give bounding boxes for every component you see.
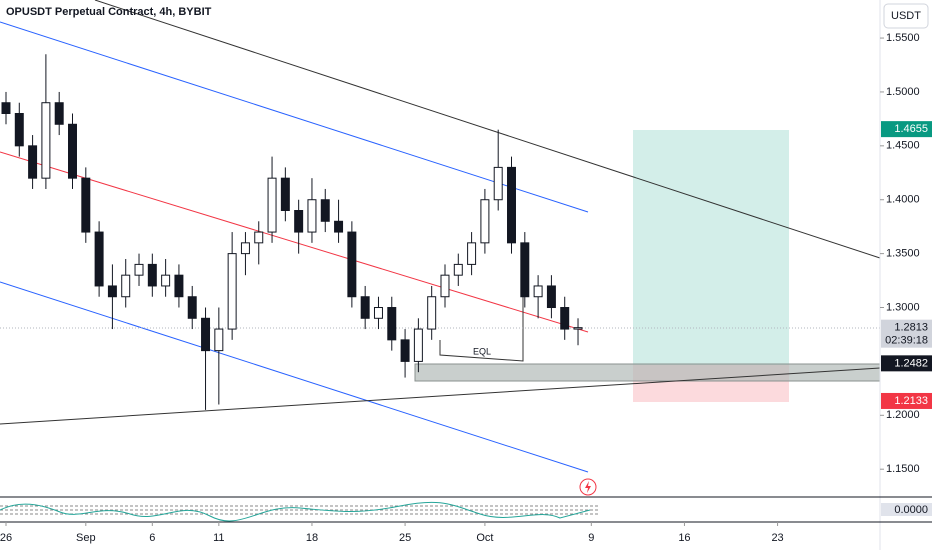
alert-bolt bbox=[585, 481, 591, 493]
candle-body bbox=[440, 274, 450, 298]
channel-lower bbox=[0, 281, 589, 473]
currency-button[interactable] bbox=[883, 3, 929, 29]
candle-body bbox=[387, 307, 397, 341]
candle-body bbox=[41, 102, 51, 179]
candle-body bbox=[320, 199, 330, 222]
candle-body bbox=[68, 123, 77, 179]
price-badge-label: 1.2813 bbox=[894, 322, 928, 334]
candle-body bbox=[520, 242, 530, 298]
candle-body bbox=[54, 102, 64, 125]
candle-body bbox=[427, 296, 437, 330]
candle-body bbox=[94, 231, 104, 287]
x-tick-label: 25 bbox=[399, 532, 411, 544]
candle-body bbox=[573, 327, 583, 330]
candle-body bbox=[413, 328, 423, 362]
y-tick-label: 1.3000 bbox=[886, 301, 920, 313]
trendline bbox=[94, 0, 881, 259]
indicator-value: 0.0000 bbox=[894, 504, 928, 516]
price-badge bbox=[881, 392, 932, 409]
y-tick-label: 1.4500 bbox=[886, 140, 920, 152]
currency-label[interactable]: USDT bbox=[891, 10, 921, 22]
price-badge-label: 1.4655 bbox=[894, 123, 928, 135]
candle-body bbox=[294, 210, 304, 233]
candle-body bbox=[533, 285, 543, 298]
candle-body bbox=[453, 263, 463, 276]
candle-body bbox=[347, 231, 357, 298]
x-tick-label: 26 bbox=[0, 532, 12, 544]
y-tick-label: 1.2000 bbox=[886, 409, 920, 421]
price-badge bbox=[881, 121, 932, 138]
price-badge-label: 1.2482 bbox=[894, 357, 928, 369]
y-tick-label: 1.1500 bbox=[886, 463, 920, 475]
candle-body bbox=[28, 145, 38, 179]
candles bbox=[1, 54, 583, 410]
x-tick-label: Sep bbox=[76, 532, 96, 544]
candle-body bbox=[134, 263, 144, 276]
x-tick-label: 18 bbox=[306, 532, 318, 544]
candle-body bbox=[373, 307, 383, 319]
y-tick-label: 1.5500 bbox=[886, 32, 920, 44]
price-badge-timer: 02:39:18 bbox=[885, 335, 928, 347]
candle-body bbox=[240, 242, 250, 255]
eql-label: EQL bbox=[473, 346, 491, 356]
trendline-support bbox=[0, 367, 881, 425]
candle-body bbox=[161, 274, 171, 287]
candle-body bbox=[493, 166, 503, 201]
y-tick-label: 1.5000 bbox=[886, 86, 920, 98]
candle-body bbox=[121, 274, 131, 298]
x-tick-label: 11 bbox=[213, 532, 224, 544]
chart-title: OPUSDT Perpetual Contract, 4h, BYBIT bbox=[6, 6, 212, 18]
x-tick-label: 6 bbox=[149, 532, 155, 544]
candle-body bbox=[147, 263, 157, 287]
candle-body bbox=[546, 285, 556, 309]
x-tick-label: 9 bbox=[588, 532, 594, 544]
indicator bbox=[0, 501, 600, 522]
profit-zone bbox=[633, 130, 789, 365]
candle-body bbox=[560, 307, 570, 330]
x-tick-label: 16 bbox=[678, 532, 690, 544]
price-badge bbox=[881, 355, 932, 372]
price-badge-label: 1.2133 bbox=[894, 395, 928, 407]
candle-body bbox=[360, 296, 370, 319]
channel-upper bbox=[0, 21, 589, 213]
candle-body bbox=[254, 231, 264, 244]
candle-body bbox=[334, 220, 344, 233]
price-badge bbox=[881, 319, 932, 348]
candle-body bbox=[227, 253, 237, 330]
candle-body bbox=[400, 339, 410, 362]
x-tick-label: 23 bbox=[771, 532, 783, 544]
candle-body bbox=[480, 199, 490, 244]
candle-body bbox=[214, 328, 224, 352]
candle-body bbox=[14, 112, 24, 147]
candle-body bbox=[107, 285, 117, 298]
candle-body bbox=[201, 317, 211, 352]
candle-body bbox=[267, 177, 277, 233]
y-tick-label: 1.4000 bbox=[886, 194, 920, 206]
indicator-line bbox=[0, 501, 591, 522]
y-tick-label: 1.3500 bbox=[886, 248, 920, 260]
candle-body bbox=[467, 242, 477, 265]
candle-body bbox=[507, 166, 516, 244]
indicator-badge bbox=[881, 503, 932, 516]
x-tick-label: Oct bbox=[476, 532, 493, 544]
candle-body bbox=[174, 274, 184, 298]
candle-body bbox=[187, 296, 197, 319]
candle-body bbox=[307, 199, 317, 233]
candle-body bbox=[280, 177, 290, 212]
eql-bracket bbox=[439, 292, 524, 362]
channel-middle bbox=[0, 151, 589, 333]
candle-body bbox=[1, 102, 11, 114]
candle-body bbox=[81, 177, 91, 233]
